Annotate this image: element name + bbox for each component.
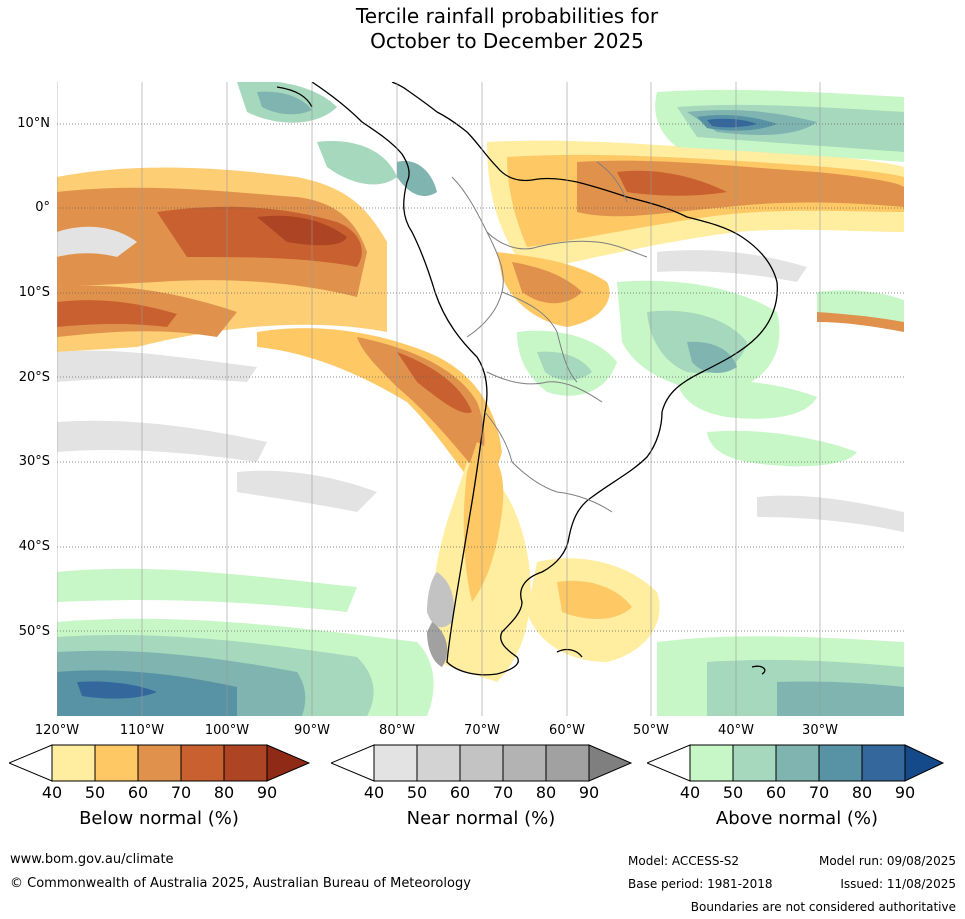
below-tick-60: 60 — [127, 783, 149, 802]
lon-label-70w: 70°W — [464, 723, 500, 738]
near-swatch-40 — [374, 745, 417, 781]
lat-label-0: 0° — [35, 200, 50, 215]
above-tick-50: 50 — [722, 783, 744, 802]
near-tick-60: 60 — [449, 783, 471, 802]
disclaimer-text: Boundaries are not considered authoritat… — [690, 900, 956, 914]
lat-label-50s: 50°S — [18, 624, 50, 639]
above-tick-60: 60 — [765, 783, 787, 802]
above-swatch-50 — [733, 745, 776, 781]
below-normal-colorbar — [9, 744, 311, 782]
meridians — [57, 82, 821, 716]
rainfall-probability-map — [57, 82, 904, 716]
copyright-text: © Commonwealth of Australia 2025, Austra… — [10, 876, 471, 891]
above-normal-zones — [57, 82, 904, 716]
near-swatch-50 — [417, 745, 460, 781]
country-borders — [451, 161, 648, 513]
above-swatch-80 — [862, 745, 905, 781]
model-run-text: Model run: 09/08/2025 — [818, 854, 956, 868]
below-swatch-50 — [95, 745, 138, 781]
near-tick-50: 50 — [406, 783, 428, 802]
near-tick-90: 90 — [578, 783, 600, 802]
above-normal-title: Above normal (%) — [715, 808, 879, 829]
base-period-text: Base period: 1981-2018 — [628, 877, 773, 891]
above-swatch-90 — [904, 744, 945, 782]
map-title: Tercile rainfall probabilities for Octob… — [0, 4, 965, 54]
above-swatch-70 — [819, 745, 862, 781]
lon-label-80w: 80°W — [379, 723, 415, 738]
below-tick-90: 90 — [256, 783, 278, 802]
near-normal-patches — [57, 226, 904, 667]
below-swatch-90 — [266, 744, 311, 782]
below-tick-80: 80 — [213, 783, 235, 802]
below-tick-50: 50 — [84, 783, 106, 802]
near-swatch-90 — [588, 744, 633, 782]
lon-label-40w: 40°W — [718, 723, 754, 738]
lon-label-120w: 120°W — [34, 723, 80, 738]
above-tick-90: 90 — [894, 783, 916, 802]
lon-label-110w: 110°W — [119, 723, 165, 738]
lon-label-60w: 60°W — [549, 723, 585, 738]
near-swatch-80 — [546, 745, 589, 781]
graticule — [57, 123, 904, 632]
above-tick-80: 80 — [851, 783, 873, 802]
lon-label-30w: 30°W — [802, 723, 838, 738]
website-link[interactable]: www.bom.gov.au/climate — [10, 852, 174, 867]
title-line-2: October to December 2025 — [370, 29, 644, 53]
below-tick-70: 70 — [170, 783, 192, 802]
below-normal-title: Below normal (%) — [79, 808, 239, 829]
near-swatch-60 — [460, 745, 503, 781]
above-tick-40: 40 — [679, 783, 701, 802]
near-normal-colorbar — [331, 744, 633, 782]
lat-label-10n: 10°N — [17, 116, 50, 131]
below-swatch-70 — [181, 745, 224, 781]
lon-label-50w: 50°W — [633, 723, 669, 738]
lat-label-40s: 40°S — [18, 539, 50, 554]
lat-label-30s: 30°S — [18, 454, 50, 469]
near-normal-title: Near normal (%) — [406, 808, 556, 829]
above-swatch-60 — [776, 745, 819, 781]
near-tick-40: 40 — [363, 783, 385, 802]
lat-label-10s: 10°S — [18, 285, 50, 300]
near-swatch-70 — [503, 745, 546, 781]
above-swatch-40 — [690, 745, 733, 781]
below-tick-40: 40 — [41, 783, 63, 802]
above-tick-70: 70 — [808, 783, 830, 802]
below-swatch-40 — [52, 745, 95, 781]
below-swatch-80 — [224, 745, 267, 781]
title-line-1: Tercile rainfall probabilities for — [355, 4, 659, 28]
atlantic-dry-band — [487, 140, 904, 332]
coastlines — [276, 82, 778, 676]
lon-label-100w: 100°W — [204, 723, 250, 738]
near-tick-70: 70 — [492, 783, 514, 802]
above-normal-colorbar — [647, 744, 945, 782]
lat-label-20s: 20°S — [18, 370, 50, 385]
lon-label-90w: 90°W — [294, 723, 330, 738]
issued-text: Issued: 11/08/2025 — [840, 877, 956, 891]
near-tick-80: 80 — [535, 783, 557, 802]
below-swatch-60 — [138, 745, 181, 781]
pacific-dry-band — [57, 167, 502, 502]
model-text: Model: ACCESS-S2 — [628, 854, 740, 868]
